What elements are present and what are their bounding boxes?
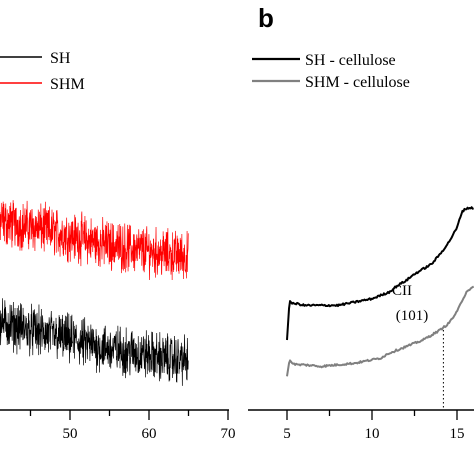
legend-a-sh-label: SH	[50, 50, 71, 67]
panel-a: 50 60 70 SH SHM	[0, 50, 236, 442]
legend-a: SH SHM	[0, 50, 85, 93]
panel-label-b: b	[258, 3, 274, 33]
series-sh-cellulose-line	[286, 206, 474, 341]
legend-b: SH - cellulose SHM - cellulose	[252, 52, 410, 91]
x-tick-label-a-0: 50	[63, 426, 78, 442]
annotation-101: (101)	[396, 308, 429, 324]
series-shm-line	[0, 199, 189, 281]
panel-b: b SH - cellulose SHM - cellulose CII (10…	[248, 3, 474, 442]
x-tick-label-b-2: 15	[450, 426, 465, 442]
x-tick-label-b-1: 10	[365, 426, 380, 442]
series-shm-cellulose-line	[286, 285, 474, 377]
legend-a-shm-label: SHM	[50, 76, 85, 93]
series-shm-path	[0, 199, 189, 281]
x-tick-label-a-1: 60	[142, 426, 157, 442]
x-tick-label-a-2: 70	[221, 426, 236, 442]
x-tick-label-b-0: 5	[283, 426, 291, 442]
legend-b-sh-label: SH - cellulose	[305, 52, 396, 69]
annotation-cii: CII	[392, 283, 412, 299]
x-ticks-a	[29, 410, 229, 420]
legend-b-shm-label: SHM - cellulose	[305, 74, 410, 91]
x-ticks-b	[286, 410, 458, 420]
series-shm-cellulose-path	[286, 285, 474, 377]
series-sh-path	[0, 298, 189, 386]
series-sh-line	[0, 298, 189, 386]
series-sh-cellulose-path	[286, 206, 474, 341]
